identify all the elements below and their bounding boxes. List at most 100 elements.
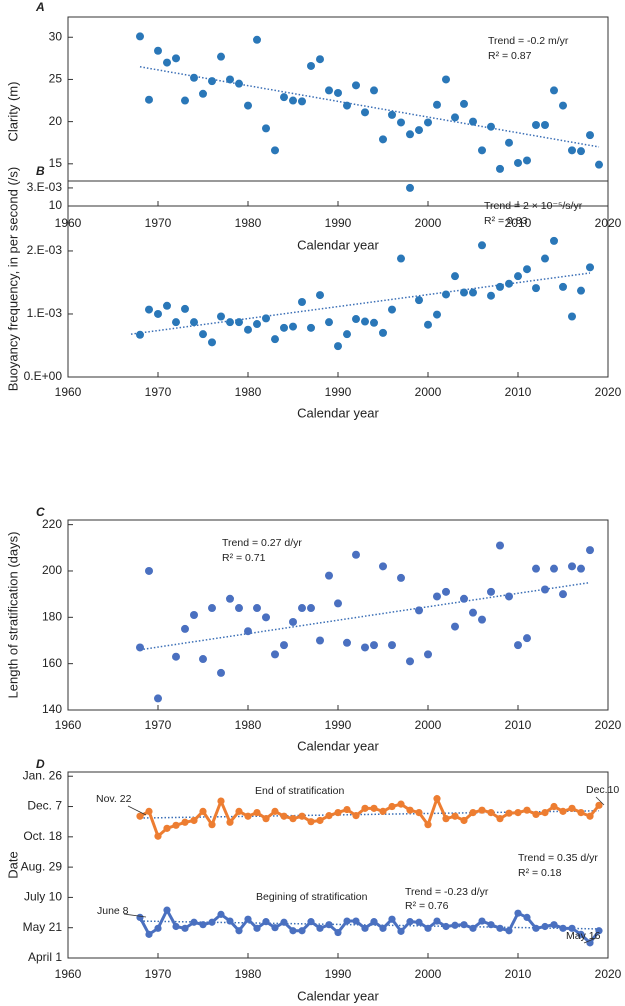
data-point — [442, 815, 450, 823]
data-point — [190, 918, 198, 926]
data-point — [208, 77, 216, 86]
data-point — [253, 924, 261, 932]
data-point — [316, 55, 324, 64]
data-point — [568, 804, 576, 812]
data-point — [217, 797, 225, 805]
data-point — [163, 301, 171, 310]
data-point — [280, 323, 288, 332]
data-point — [271, 650, 279, 659]
data-point — [469, 924, 477, 932]
data-point — [325, 86, 333, 95]
data-point — [397, 573, 405, 582]
trend-line — [139, 66, 600, 148]
x-tick-label: 1980 — [235, 718, 262, 732]
data-point — [415, 296, 423, 305]
leader-line — [595, 796, 605, 806]
data-point — [208, 821, 216, 829]
series-label: End of stratification — [255, 785, 344, 797]
data-point — [325, 812, 333, 820]
y-tick-label: 30 — [49, 29, 63, 43]
data-point — [145, 807, 153, 815]
data-point — [487, 122, 495, 131]
data-point — [352, 550, 360, 559]
x-tick-label: 1960 — [55, 385, 82, 399]
data-point — [181, 818, 189, 826]
data-point — [325, 921, 333, 929]
data-point — [433, 917, 441, 925]
x-tick-label: 1970 — [145, 385, 172, 399]
data-point — [415, 126, 423, 135]
y-tick-label: Aug. 29 — [21, 859, 63, 873]
data-point — [595, 927, 603, 935]
x-tick-label: 1960 — [55, 718, 82, 732]
data-point — [352, 315, 360, 324]
data-point — [424, 821, 432, 829]
data-point — [415, 606, 423, 615]
data-point — [289, 617, 297, 626]
data-point — [325, 571, 333, 580]
data-point — [496, 924, 504, 932]
data-point — [460, 594, 468, 603]
x-tick-label: 1980 — [235, 967, 262, 981]
data-point — [370, 918, 378, 926]
data-point — [541, 121, 549, 129]
x-tick-label: 2000 — [415, 967, 442, 981]
panel-label: D — [36, 757, 45, 771]
data-point — [559, 282, 567, 291]
data-point — [280, 93, 288, 102]
data-point — [361, 643, 369, 652]
panel-label: B — [36, 164, 45, 178]
data-point — [541, 808, 549, 817]
data-point — [253, 320, 261, 329]
panel-label: A — [35, 0, 45, 14]
data-point — [577, 564, 585, 573]
data-point — [496, 815, 504, 823]
data-point — [595, 160, 603, 169]
data-point — [388, 915, 396, 923]
y-axis-title: Date — [5, 851, 20, 878]
data-point — [163, 906, 171, 914]
data-point — [586, 812, 594, 820]
data-point — [244, 812, 252, 820]
data-point — [352, 81, 360, 90]
data-point — [424, 650, 432, 659]
data-point — [190, 611, 198, 619]
data-point — [235, 79, 243, 88]
series-line — [139, 794, 601, 839]
data-point — [487, 921, 495, 929]
data-point — [334, 599, 342, 608]
data-point — [262, 815, 270, 823]
data-point — [487, 808, 495, 817]
data-point — [505, 927, 513, 935]
data-point — [541, 922, 549, 931]
data-point — [226, 818, 234, 826]
data-point — [208, 918, 216, 926]
data-point — [298, 812, 306, 820]
data-point — [343, 917, 351, 925]
x-tick-label: 1990 — [325, 216, 352, 230]
data-point — [271, 335, 279, 344]
data-point — [460, 288, 468, 297]
data-point — [460, 816, 468, 825]
data-point — [442, 290, 450, 299]
data-point — [334, 928, 342, 937]
data-point — [586, 131, 594, 140]
data-point — [478, 806, 486, 814]
data-point — [334, 342, 342, 351]
data-point — [361, 317, 369, 326]
data-point — [298, 97, 306, 106]
data-point — [586, 263, 594, 272]
x-tick-label: 1970 — [145, 216, 172, 230]
data-point — [343, 101, 351, 110]
x-axis-title: Calendar year — [297, 237, 379, 252]
data-point — [478, 241, 486, 250]
data-point — [244, 101, 252, 110]
data-point — [415, 808, 423, 817]
data-point — [154, 694, 162, 703]
data-point — [307, 818, 315, 826]
y-tick-label: 1.E-03 — [27, 306, 63, 320]
data-point — [289, 322, 297, 331]
data-point — [325, 318, 333, 327]
data-point — [145, 305, 153, 314]
